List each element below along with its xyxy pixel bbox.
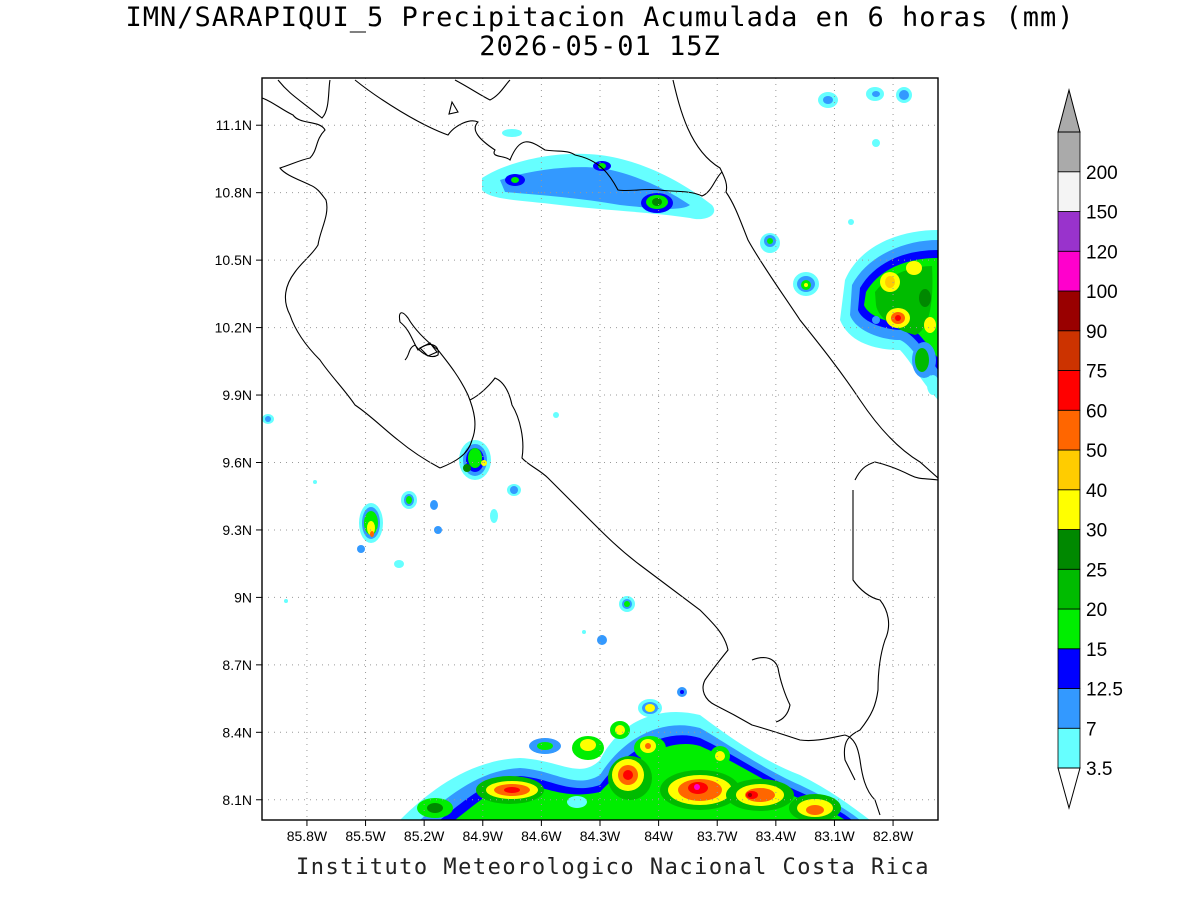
precip-cell-south-band (400, 687, 870, 820)
lake-nicaragua (354, 79, 576, 161)
lat-tick-label: 8.4N (222, 724, 252, 740)
legend-label: 30 (1086, 521, 1107, 542)
legend-label: 60 (1086, 401, 1107, 422)
lon-tick-label: 85.2W (404, 828, 445, 844)
legend-label: 12.5 (1086, 680, 1123, 701)
precip-cell-northeast (840, 230, 938, 400)
legend-label: 15 (1086, 640, 1107, 661)
lon-tick-label: 84.3W (580, 828, 621, 844)
lat-tick-label: 9.9N (222, 387, 252, 403)
legend-swatch (1057, 370, 1081, 411)
lon-tick-label: 83.4W (756, 828, 797, 844)
legend-swatch (1057, 171, 1081, 212)
latitude-labels: 11.1N 10.8N 10.5N 10.2N 9.9N 9.6N 9.3N 9N 8.7N 8.… (215, 117, 262, 808)
legend-swatch (1057, 449, 1081, 491)
lon-tick-label: 82.8W (873, 828, 914, 844)
lat-tick-label: 11.1N (216, 117, 252, 133)
legend-label: 25 (1086, 560, 1107, 581)
lon-tick-label: 83.1W (814, 828, 855, 844)
legend-label: 50 (1086, 441, 1107, 462)
lon-tick-label: 85.8W (287, 828, 328, 844)
precip-cell-nicoya (284, 440, 635, 645)
legend-label: 75 (1086, 362, 1107, 383)
nicoya-gulf (398, 312, 476, 469)
precipitation-field (262, 87, 938, 820)
osa-peninsula (751, 657, 791, 723)
lat-tick-label: 8.1N (222, 792, 252, 808)
legend-swatch (1057, 688, 1081, 729)
colorbar-legend: 3.5 7 12.5 15 20 25 30 40 50 60 75 90 100 120 150 200 (1057, 88, 1123, 810)
nicaragua-cr-border (574, 154, 723, 197)
lake-nicaragua-east (454, 79, 511, 101)
legend-swatch (1057, 568, 1081, 610)
legend-swatch (1057, 131, 1081, 173)
lat-tick-label: 10.2N (215, 320, 252, 336)
lat-tick-label: 9.6N (222, 454, 252, 470)
legend-label: 3.5 (1086, 759, 1112, 780)
pacific-coast-central (469, 377, 846, 742)
gulf-islet (419, 342, 438, 357)
lon-tick-label: 85.5W (345, 828, 386, 844)
longitude-labels: 85.8W 85.5W 85.2W 84.9W 84.6W 84.3W 84W 83.7W 83… (287, 820, 914, 844)
legend-label: 40 (1086, 481, 1107, 502)
lat-tick-label: 9N (234, 589, 252, 605)
legend-swatch (1057, 529, 1081, 570)
legend-label: 90 (1086, 322, 1107, 343)
legend-label: 150 (1086, 203, 1118, 224)
lat-tick-label: 8.7N (222, 657, 252, 673)
legend-swatch (1057, 330, 1081, 371)
legend-label: 7 (1086, 719, 1097, 740)
lon-tick-label: 84W (644, 828, 674, 844)
legend-swatch (1057, 727, 1081, 769)
map-datetime: 2026-05-01 15Z (479, 31, 721, 62)
lon-tick-label: 84.9W (463, 828, 504, 844)
lat-tick-label: 10.5N (215, 252, 252, 268)
lat-tick-label: 10.8N (215, 185, 252, 201)
legend-min-arrow (1057, 767, 1081, 810)
caribbean-coast (672, 79, 938, 479)
legend-label: 120 (1086, 242, 1118, 263)
lon-tick-label: 84.6W (521, 828, 562, 844)
legend-swatch (1057, 409, 1081, 451)
legend-swatch (1057, 648, 1081, 689)
lat-tick-label: 9.3N (222, 522, 252, 538)
precip-cell-scattered-north (262, 87, 912, 424)
pacific-coast-north (262, 97, 441, 469)
map-title: IMN/SARAPIQUI_5 Precipitacion Acumulada … (125, 2, 1075, 33)
legend-swatch (1057, 250, 1081, 292)
legend-max-arrow (1057, 88, 1081, 133)
panama-border (843, 461, 938, 781)
legend-swatch (1057, 211, 1081, 252)
coastline-borders (262, 79, 938, 816)
golfo-dulce (844, 734, 881, 816)
lon-tick-label: 83.7W (697, 828, 738, 844)
institution-footer: Instituto Meteorologico Nacional Costa R… (295, 855, 931, 880)
legend-swatch (1057, 608, 1081, 650)
legend-swatch (1057, 290, 1081, 332)
legend-label: 200 (1086, 163, 1118, 184)
legend-swatch (1057, 489, 1081, 530)
precip-cell-north-band (482, 129, 715, 220)
lat-lon-grid (262, 78, 938, 820)
lake-islet (448, 100, 459, 115)
legend-label: 100 (1086, 282, 1118, 303)
legend-label: 20 (1086, 600, 1107, 621)
nicaragua-lake-shore (277, 79, 331, 119)
